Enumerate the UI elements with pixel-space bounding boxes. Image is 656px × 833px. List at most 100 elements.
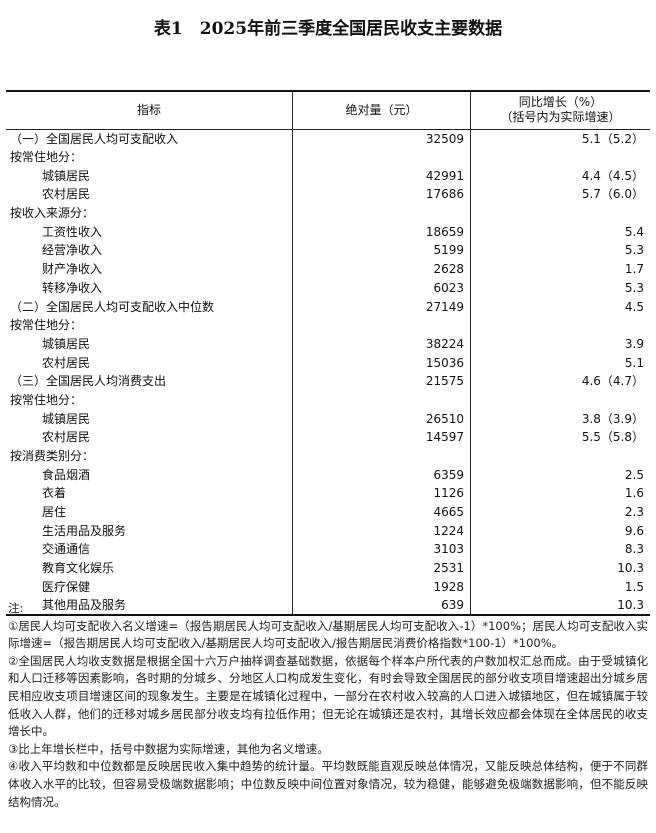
table-row: 衣着 1126 1.6 — [6, 484, 650, 503]
table-row: 按消费类别分： — [6, 446, 651, 466]
row-growth: 5.1（5.2） — [581, 131, 644, 146]
row-growth: 3.8（3.9） — [581, 411, 644, 426]
row-absolute-value — [292, 203, 471, 223]
row-growth: 5.5（5.8） — [581, 430, 644, 445]
note-3: ③比上年增长栏中，括号中数据为实际增速，其他为名义增速。 — [8, 741, 329, 756]
row-label: （一）全国居民人均可支配收入 — [10, 131, 179, 146]
table-row: 其他用品及服务 639 10.3 — [6, 596, 650, 615]
row-growth: 3.9 — [624, 336, 644, 351]
row-label: 农村居民 — [42, 187, 91, 202]
row-growth: 5.1 — [624, 355, 644, 370]
row-label: 城镇居民 — [42, 411, 91, 426]
row-absolute-value: 18659 — [292, 222, 471, 242]
row-label: 交通通信 — [42, 542, 91, 557]
row-absolute-value: 38224 — [292, 334, 471, 354]
row-growth — [471, 447, 651, 466]
row-absolute-value: 2628 — [292, 259, 471, 279]
row-growth: 5.4 — [624, 224, 644, 239]
row-label: 其他用品及服务 — [42, 598, 127, 613]
table-row: 经营净收入 5199 5.3 — [6, 241, 650, 260]
row-absolute-value: 3103 — [292, 540, 471, 559]
row-label: 经营净收入 — [42, 243, 103, 258]
row-absolute-value: 14597 — [292, 428, 471, 447]
table-row: 财产净收入 2628 1.7 — [6, 259, 650, 279]
row-label: 财产净收入 — [42, 262, 103, 277]
row-absolute-value: 5199 — [292, 241, 471, 260]
row-label: 食品烟酒 — [42, 467, 91, 482]
table-row: 城镇居民 38224 3.9 — [6, 334, 650, 354]
row-absolute-value — [292, 315, 471, 335]
row-absolute-value: 27149 — [292, 297, 471, 316]
row-absolute-value: 4665 — [292, 502, 471, 522]
row-absolute-value: 6023 — [292, 278, 471, 298]
table-row: 工资性收入 18659 5.4 — [6, 222, 650, 242]
table-row: 教育文化娱乐 2531 10.3 — [6, 558, 650, 578]
row-label: 衣着 — [42, 486, 67, 501]
table-row: 城镇居民 26510 3.8（3.9） — [6, 409, 650, 428]
row-label: 医疗保健 — [42, 579, 91, 594]
header-growth-line2: （括号内为实际增速） — [500, 110, 621, 125]
row-growth: 1.7 — [624, 262, 644, 277]
table-header-row: 指标 绝对量（元） 同比增长（%） （括号内为实际增速） — [6, 91, 650, 130]
row-growth: 8.3 — [624, 542, 644, 557]
table-row: 农村居民 15036 5.1 — [6, 353, 650, 372]
row-label: 农村居民 — [42, 430, 91, 445]
notes: 注: ①居民人均可支配收入名义增速=（报告期居民人均可支配收入/基期居民人均可支… — [8, 600, 648, 811]
row-growth — [471, 148, 651, 167]
row-growth: 5.7（6.0） — [581, 187, 644, 202]
row-growth: 4.6（4.7） — [581, 374, 644, 389]
header-indicator: 指标 — [6, 91, 293, 130]
row-growth: 4.5 — [624, 299, 644, 314]
row-label: （二）全国居民人均可支配收入中位数 — [10, 299, 215, 314]
row-growth: 1.5 — [624, 579, 644, 594]
row-label: 按常住地分： — [10, 392, 83, 407]
row-absolute-value: 42991 — [292, 166, 471, 186]
row-absolute-value: 26510 — [292, 409, 471, 428]
row-label: 按收入来源分： — [10, 206, 95, 221]
row-label: 城镇居民 — [42, 336, 91, 351]
row-label: 城镇居民 — [42, 168, 91, 183]
row-absolute-value: 17686 — [292, 185, 471, 204]
row-growth: 5.3 — [624, 243, 644, 258]
row-absolute-value: 32509 — [292, 129, 471, 148]
row-growth: 10.3 — [617, 598, 644, 613]
table-row: （二）全国居民人均可支配收入中位数 27149 4.5 — [6, 297, 650, 316]
row-absolute-value: 15036 — [292, 353, 471, 372]
row-absolute-value: 21575 — [292, 371, 471, 391]
table-row: 城镇居民 42991 4.4（4.5） — [6, 166, 650, 186]
table-row: 农村居民 17686 5.7（6.0） — [6, 185, 650, 204]
table-row: 医疗保健 1928 1.5 — [6, 577, 650, 597]
row-label: 工资性收入 — [42, 224, 103, 239]
row-growth: 2.3 — [624, 505, 644, 520]
row-label: 农村居民 — [42, 355, 91, 370]
table-row: 按常住地分： — [6, 147, 651, 167]
row-absolute-value: 1224 — [292, 521, 471, 541]
notes-heading: 注: — [8, 601, 24, 615]
table-row: 按收入来源分： — [6, 203, 650, 223]
row-absolute-value: 1126 — [292, 484, 471, 503]
row-growth: 9.6 — [624, 523, 644, 538]
table-row: 农村居民 14597 5.5（5.8） — [6, 428, 650, 447]
table-row: （三）全国居民人均消费支出 21575 4.6（4.7） — [6, 371, 650, 391]
row-label: 按常住地分： — [10, 318, 83, 333]
row-label: 生活用品及服务 — [42, 523, 127, 538]
row-growth: 2.5 — [624, 467, 644, 482]
row-growth: 5.3 — [624, 280, 644, 295]
note-2: ②全国居民人均收支数据是根据全国十六万户抽样调查基础数据，依据每个样本户所代表的… — [8, 653, 648, 739]
row-absolute-value: 1928 — [292, 577, 471, 597]
row-label: 按消费类别分： — [10, 449, 95, 464]
table-row: 转移净收入 6023 5.3 — [6, 278, 650, 298]
row-label: 转移净收入 — [42, 280, 103, 295]
row-label: 教育文化娱乐 — [42, 561, 115, 576]
row-absolute-value: 2531 — [292, 558, 471, 578]
note-1: ①居民人均可支配收入名义增速=（报告期居民人均可支配收入/基期居民人均可支配收入… — [8, 618, 648, 651]
row-growth — [471, 391, 651, 410]
header-growth: 同比增长（%） （括号内为实际增速） — [470, 91, 650, 130]
row-absolute-value — [292, 390, 471, 410]
row-absolute-value: 639 — [292, 596, 471, 615]
header-growth-line1: 同比增长（%） — [518, 95, 603, 110]
row-growth — [471, 316, 651, 335]
table-row: （一）全国居民人均可支配收入 32509 5.1（5.2） — [6, 129, 650, 148]
table-row: 生活用品及服务 1224 9.6 — [6, 521, 650, 541]
row-label: （三）全国居民人均消费支出 — [10, 374, 167, 389]
